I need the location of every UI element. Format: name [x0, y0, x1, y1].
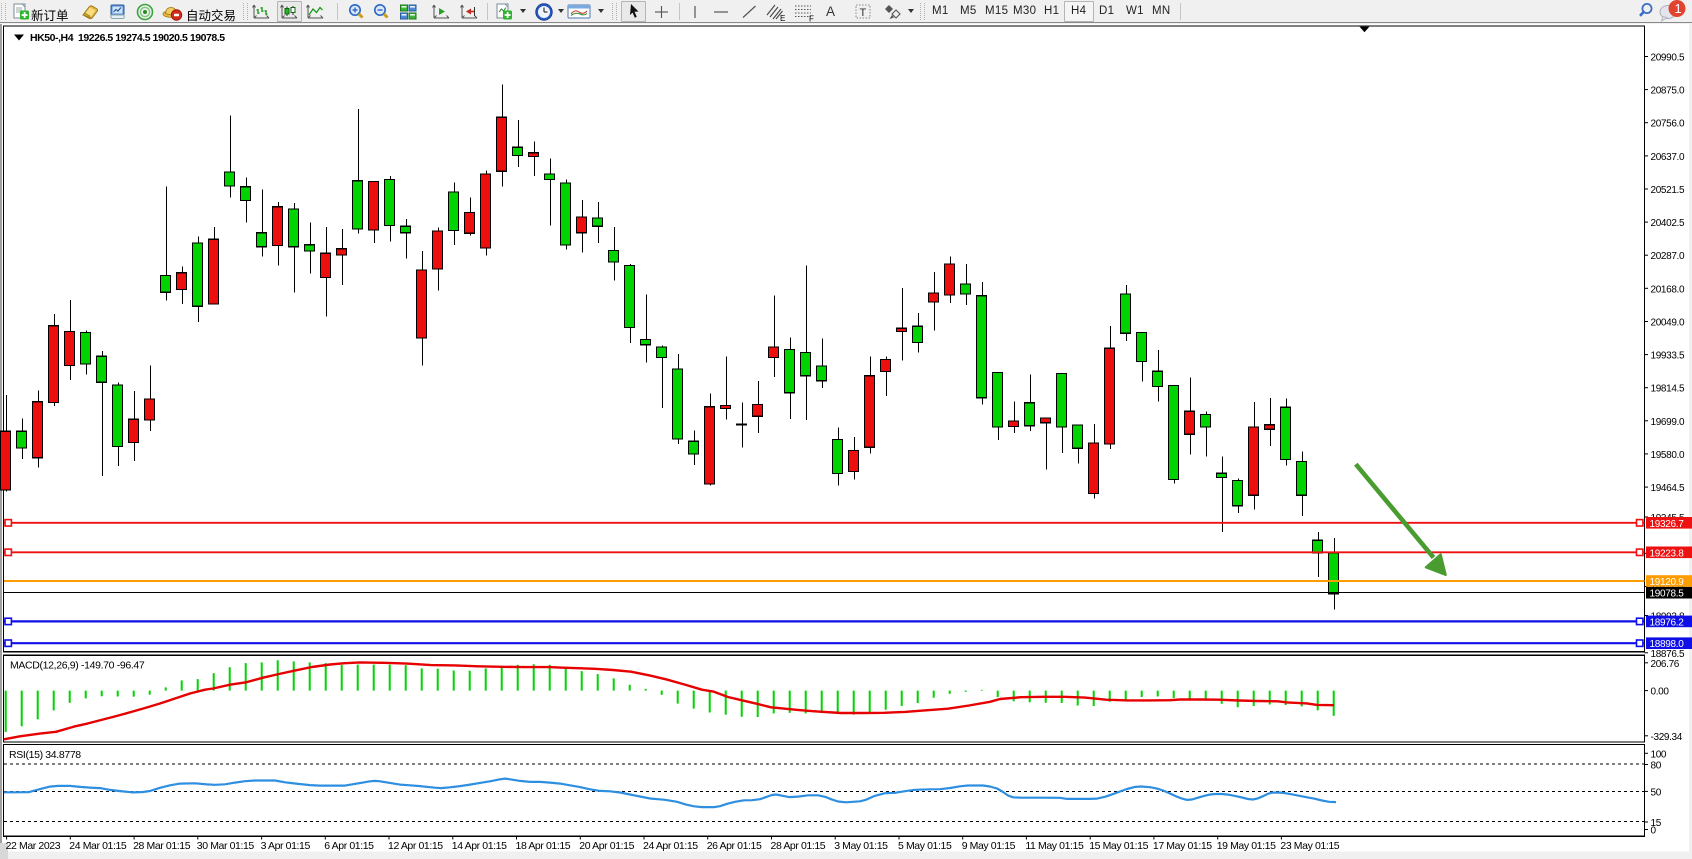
- svg-text:19 May 01:15: 19 May 01:15: [1217, 840, 1276, 852]
- svg-text:80: 80: [1651, 761, 1662, 772]
- svg-text:26 Apr 01:15: 26 Apr 01:15: [707, 840, 762, 852]
- svg-text:19580.0: 19580.0: [1651, 450, 1685, 461]
- svg-text:18876.5: 18876.5: [1651, 649, 1685, 660]
- svg-text:12 Apr 01:15: 12 Apr 01:15: [388, 840, 443, 852]
- svg-text:MACD(12,26,9) -149.70 -96.47: MACD(12,26,9) -149.70 -96.47: [10, 660, 145, 672]
- svg-text:20637.0: 20637.0: [1651, 152, 1685, 163]
- svg-text:23 May 01:15: 23 May 01:15: [1280, 840, 1339, 852]
- svg-text:3 May 01:15: 3 May 01:15: [834, 840, 888, 852]
- svg-text:0.00: 0.00: [1651, 687, 1670, 698]
- svg-text:20875.0: 20875.0: [1651, 86, 1685, 97]
- svg-text:19464.5: 19464.5: [1651, 483, 1685, 494]
- svg-text:RSI(15) 34.8778: RSI(15) 34.8778: [9, 749, 81, 761]
- svg-text:11 May 01:15: 11 May 01:15: [1025, 840, 1084, 852]
- svg-text:206.76: 206.76: [1651, 659, 1680, 670]
- svg-text:20 Apr 01:15: 20 Apr 01:15: [579, 840, 634, 852]
- svg-text:24 Apr 01:15: 24 Apr 01:15: [643, 840, 698, 852]
- svg-text:19223.8: 19223.8: [1650, 548, 1685, 559]
- svg-text:20521.5: 20521.5: [1651, 185, 1685, 196]
- svg-text:18 Apr 01:15: 18 Apr 01:15: [516, 840, 571, 852]
- svg-text:15: 15: [1651, 818, 1662, 829]
- svg-text:17 May 01:15: 17 May 01:15: [1153, 840, 1212, 852]
- svg-text:20287.0: 20287.0: [1651, 251, 1685, 262]
- svg-text:30 Mar 01:15: 30 Mar 01:15: [197, 840, 255, 852]
- svg-text:50: 50: [1651, 787, 1662, 798]
- svg-text:19326.7: 19326.7: [1650, 519, 1685, 530]
- svg-text:20402.5: 20402.5: [1651, 218, 1685, 229]
- svg-text:28 Mar 01:15: 28 Mar 01:15: [133, 840, 191, 852]
- svg-text:19699.0: 19699.0: [1651, 417, 1685, 428]
- svg-text:E: E: [780, 14, 785, 22]
- svg-text:18898.0: 18898.0: [1650, 639, 1685, 650]
- svg-text:20756.0: 20756.0: [1651, 119, 1685, 130]
- svg-text:28 Apr 01:15: 28 Apr 01:15: [771, 840, 826, 852]
- svg-text:5 May 01:15: 5 May 01:15: [898, 840, 952, 852]
- svg-text:24 Mar 01:15: 24 Mar 01:15: [69, 840, 127, 852]
- svg-text:20049.0: 20049.0: [1651, 318, 1685, 329]
- svg-text:-329.34: -329.34: [1651, 732, 1683, 743]
- svg-text:F: F: [809, 15, 814, 23]
- svg-text:HK50-,H4 19226.5 19274.5 1902: HK50-,H4 19226.5 19274.5 19020.5 19078.5: [30, 32, 225, 44]
- svg-text:19814.5: 19814.5: [1651, 384, 1685, 395]
- svg-text:14 Apr 01:15: 14 Apr 01:15: [452, 840, 507, 852]
- svg-text:19078.5: 19078.5: [1650, 589, 1685, 600]
- svg-text:3 Apr 01:15: 3 Apr 01:15: [261, 840, 311, 852]
- svg-text:0: 0: [1651, 826, 1657, 837]
- svg-text:19933.5: 19933.5: [1651, 351, 1685, 362]
- svg-text:19120.9: 19120.9: [1650, 577, 1685, 588]
- svg-text:1: 1: [1675, 1, 1682, 16]
- svg-text:T: T: [860, 7, 867, 19]
- svg-text:18976.2: 18976.2: [1650, 617, 1685, 628]
- svg-text:15 May 01:15: 15 May 01:15: [1089, 840, 1148, 852]
- svg-text:22 Mar 2023: 22 Mar 2023: [6, 840, 61, 852]
- svg-text:6 Apr 01:15: 6 Apr 01:15: [324, 840, 374, 852]
- svg-text:20168.0: 20168.0: [1651, 284, 1685, 295]
- svg-text:100: 100: [1651, 749, 1667, 760]
- svg-text:9 May 01:15: 9 May 01:15: [962, 840, 1016, 852]
- svg-text:20990.5: 20990.5: [1651, 53, 1685, 64]
